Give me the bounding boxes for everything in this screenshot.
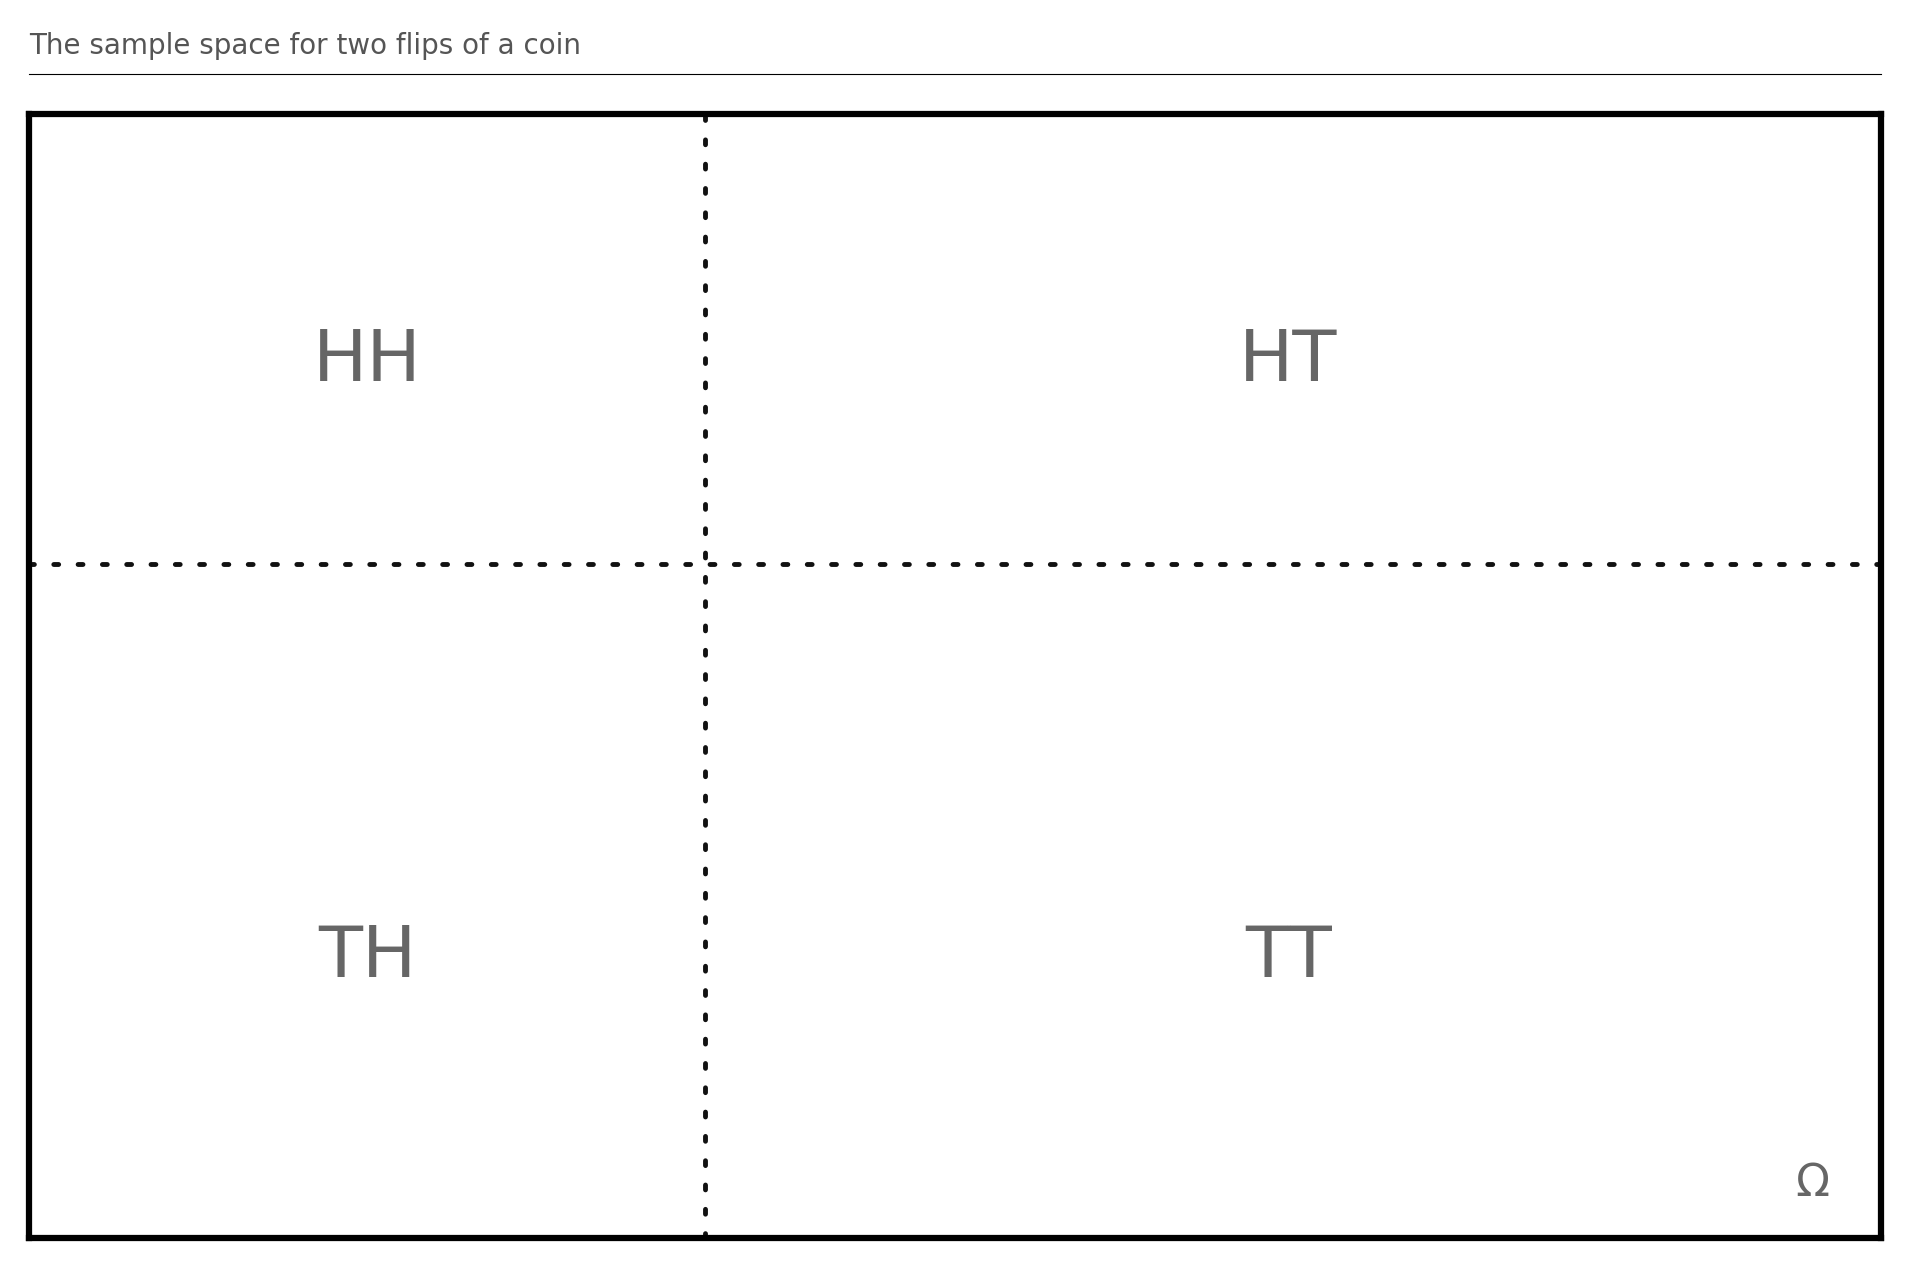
Text: HH: HH [313, 328, 422, 396]
Text: TH: TH [319, 923, 416, 992]
Text: Ω: Ω [1795, 1162, 1830, 1204]
Text: The sample space for two flips of a coin: The sample space for two flips of a coin [29, 32, 581, 60]
Text: HT: HT [1240, 328, 1337, 396]
Text: TT: TT [1245, 923, 1331, 992]
